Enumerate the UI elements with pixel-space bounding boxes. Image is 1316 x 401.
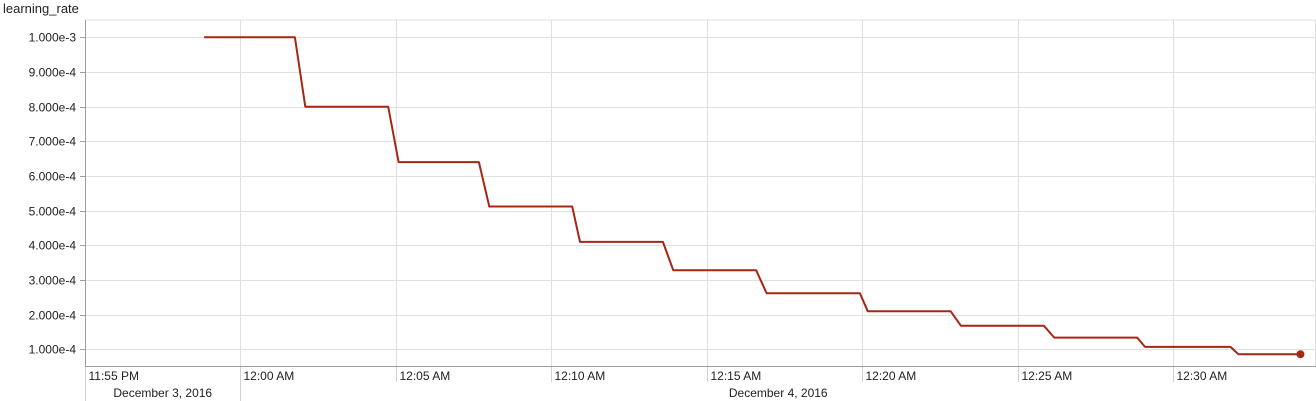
chart-title: learning_rate [3, 1, 79, 16]
y-tick-label: 2.000e-4 [29, 309, 77, 323]
date-labels: December 3, 2016 December 4, 2016 [85, 382, 828, 401]
y-tick-label: 4.000e-4 [29, 239, 77, 253]
y-tick-label: 9.000e-4 [29, 66, 77, 80]
y-tick-label: 6.000e-4 [29, 170, 77, 184]
y-tick-label: 3.000e-4 [29, 274, 77, 288]
x-tick-label: 12:05 AM [400, 369, 451, 383]
x-tick-label: 12:20 AM [866, 369, 917, 383]
y-tick-label: 7.000e-4 [29, 135, 77, 149]
plot-frame [85, 19, 1316, 366]
x-grid [85, 20, 1174, 382]
x-tick-labels: 11:55 PM 12:00 AM 12:05 AM 12:10 AM 12:15 AM… [89, 369, 1228, 383]
y-tick-label: 1.000e-3 [29, 31, 77, 45]
x-tick-label: 12:25 AM [1022, 369, 1073, 383]
series-end-point [1296, 350, 1305, 359]
series-line [204, 36, 1301, 356]
date-label: December 3, 2016 [113, 386, 212, 400]
y-tick-label: 8.000e-4 [29, 101, 77, 115]
x-tick-label: 11:55 PM [89, 369, 139, 383]
y-tick-label: 1.000e-4 [29, 343, 77, 357]
x-tick-label: 12:00 AM [244, 369, 295, 383]
x-tick-label: 12:10 AM [555, 369, 606, 383]
y-tick-label: 5.000e-4 [29, 205, 77, 219]
date-label: December 4, 2016 [729, 386, 828, 400]
y-tick-labels: 1.000e-4 2.000e-4 3.000e-4 4.000e-4 5.000e-4… [29, 31, 77, 357]
y-grid [80, 37, 1316, 350]
x-tick-label: 12:15 AM [711, 369, 762, 383]
series-group [204, 36, 1305, 359]
x-tick-label: 12:30 AM [1177, 369, 1228, 383]
